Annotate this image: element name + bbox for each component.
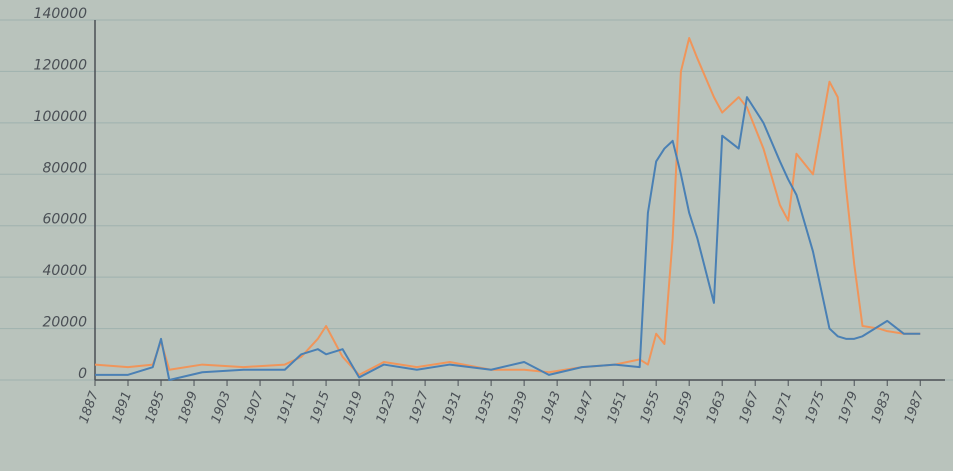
y-tick-label: 80000	[42, 160, 87, 176]
line-series	[95, 96, 921, 381]
y-tick-label: 20000	[42, 315, 87, 331]
y-tick-label: 100000	[34, 109, 88, 125]
y-tick-label: 0	[78, 366, 87, 382]
y-tick-label: 120000	[34, 57, 88, 73]
y-tick-label: 40000	[42, 263, 87, 279]
y-tick-label: 140000	[34, 6, 88, 22]
y-tick-label: 60000	[42, 212, 87, 228]
